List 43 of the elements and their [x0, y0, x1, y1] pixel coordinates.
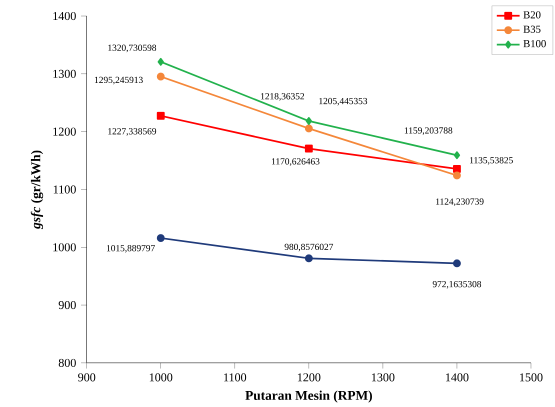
data-label: 972,1635308: [432, 280, 482, 289]
x-tick-label: 1100: [224, 373, 246, 382]
point: [454, 151, 460, 160]
point: [156, 72, 165, 80]
point: [158, 58, 164, 66]
data-label: 980,8576027: [284, 244, 334, 252]
point: [304, 254, 313, 262]
point: [453, 171, 461, 180]
data-label: 1170,626463: [272, 158, 320, 166]
data-label: 1015,889797: [106, 244, 155, 253]
data-label: 1124,230739: [436, 198, 484, 206]
point: [156, 234, 165, 242]
y-tick-label: 800: [58, 358, 76, 367]
x-tick-label: 1000: [150, 373, 172, 382]
x-tick-label: 900: [78, 373, 96, 382]
x-tick-label: 1300: [372, 373, 394, 382]
data-label: 1295,245913: [94, 76, 143, 84]
y-tick-label: 1100: [54, 185, 76, 194]
point: [453, 164, 461, 173]
point: [453, 259, 461, 268]
point: [304, 124, 313, 132]
point: [304, 144, 313, 153]
legend-label: B100: [523, 40, 546, 48]
y-tick-label: 1300: [53, 70, 76, 78]
data-label: 1205,445353: [319, 98, 368, 106]
point: [306, 117, 312, 125]
x-tick-label: 1500: [520, 373, 543, 382]
x-tick-label: 1400: [446, 373, 468, 382]
legend-label: B20: [523, 11, 541, 18]
data-label: 1227,338569: [108, 128, 156, 136]
y-tick-label: 1000: [53, 243, 76, 252]
data-label: 1135,53825: [470, 157, 513, 165]
y-tick-label: 1200: [53, 128, 76, 136]
x-axis-title: Putaran Mesin (RPM): [245, 390, 372, 403]
point: [156, 112, 165, 120]
y-axis-title: gsfc (gr/kWh): [30, 150, 44, 230]
legend-label: B35: [523, 26, 541, 33]
data-label: 1320,730598: [108, 44, 156, 52]
data-label: 1159,203788: [404, 127, 452, 135]
x-tick-label: 1200: [298, 373, 320, 382]
y-tick-label: 900: [58, 300, 76, 310]
data-label: 1218,36352: [261, 93, 304, 101]
y-tick-label: 1400: [53, 12, 76, 20]
